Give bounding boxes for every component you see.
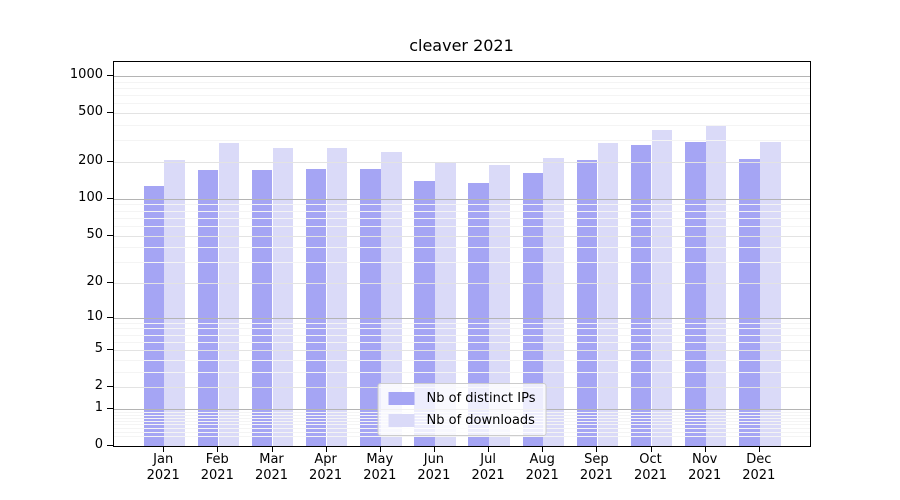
bar-distinct-ips-dec — [739, 158, 760, 446]
x-tick-label-jun: Jun 2021 — [417, 452, 451, 483]
bar-downloads-apr — [326, 147, 348, 446]
x-tick-label-sep: Sep 2021 — [579, 452, 613, 483]
x-tick-jul — [488, 446, 490, 452]
plot-area: Nb of distinct IPs Nb of downloads — [113, 61, 811, 447]
x-tick-may — [379, 446, 381, 452]
y-tick-1000 — [107, 75, 113, 76]
y-tick-2 — [107, 386, 113, 388]
bar-downloads-nov — [705, 125, 727, 446]
y-tick-100 — [107, 197, 113, 199]
bar-distinct-ips-aug — [522, 173, 543, 446]
y-tick-label-500: 500 — [78, 104, 103, 120]
bar-distinct-ips-feb — [197, 169, 219, 446]
legend-swatch-downloads — [388, 414, 415, 427]
legend-item-distinct-ips: Nb of distinct IPs — [388, 391, 536, 406]
bar-distinct-ips-may — [360, 169, 381, 446]
y-tick-label-200: 200 — [78, 153, 103, 168]
x-tick-label-dec: Dec 2021 — [742, 452, 776, 483]
x-tick-label-oct: Oct 2021 — [633, 452, 668, 483]
x-tick-apr — [325, 446, 327, 452]
x-tick-label-jan: Jan 2021 — [146, 452, 180, 483]
bar-downloads-sep — [597, 142, 619, 446]
legend: Nb of distinct IPs Nb of downloads — [377, 383, 547, 436]
x-tick-dec — [758, 446, 760, 452]
chart-title: cleaver 2021 — [409, 36, 514, 55]
bar-downloads-dec — [760, 142, 781, 446]
bar-distinct-ips-nov — [685, 142, 706, 446]
y-tick-200 — [107, 161, 113, 162]
x-tick-label-mar: Mar 2021 — [254, 452, 289, 483]
y-tick-label-100: 100 — [78, 189, 103, 205]
legend-label-downloads: Nb of downloads — [426, 413, 535, 428]
x-tick-label-jul: Jul 2021 — [471, 452, 505, 483]
y-tick-label-2: 2 — [94, 378, 103, 394]
x-tick-jan — [163, 446, 165, 452]
legend-item-downloads: Nb of downloads — [388, 413, 536, 428]
y-tick-50 — [107, 234, 113, 236]
bar-downloads-feb — [218, 142, 239, 446]
x-tick-mar — [271, 446, 273, 452]
y-tick-label-0: 0 — [94, 437, 103, 452]
x-tick-label-nov: Nov 2021 — [688, 452, 722, 483]
x-tick-label-feb: Feb 2021 — [200, 452, 234, 483]
x-tick-feb — [217, 446, 219, 452]
y-tick-label-1: 1 — [94, 399, 103, 415]
x-tick-label-aug: Aug 2021 — [525, 452, 559, 483]
bar-downloads-jan — [164, 160, 185, 446]
x-tick-aug — [542, 446, 544, 452]
bar-downloads-aug — [543, 157, 564, 446]
y-tick-500 — [107, 112, 113, 114]
bar-downloads-jul — [489, 164, 510, 446]
legend-swatch-distinct-ips — [388, 392, 415, 405]
bar-distinct-ips-jul — [468, 182, 489, 446]
bar-downloads-oct — [651, 130, 673, 446]
x-tick-nov — [704, 446, 706, 452]
y-tick-label-1000: 1000 — [69, 67, 103, 82]
x-tick-sep — [596, 446, 598, 452]
y-tick-0 — [107, 445, 113, 446]
x-tick-oct — [650, 446, 652, 452]
bar-distinct-ips-apr — [305, 168, 327, 446]
y-tick-label-5: 5 — [94, 341, 103, 357]
y-tick-5 — [107, 349, 113, 351]
bar-downloads-jun — [435, 163, 456, 446]
legend-label-distinct-ips: Nb of distinct IPs — [426, 391, 536, 406]
bar-distinct-ips-oct — [630, 144, 652, 446]
y-tick-20 — [107, 282, 113, 283]
x-tick-label-may: May 2021 — [363, 452, 397, 483]
bar-distinct-ips-mar — [251, 170, 273, 446]
bar-distinct-ips-jan — [143, 185, 164, 446]
bar-downloads-mar — [272, 147, 294, 446]
y-tick-label-50: 50 — [86, 226, 103, 242]
bar-distinct-ips-sep — [576, 160, 598, 446]
x-tick-label-apr: Apr 2021 — [309, 452, 343, 483]
y-tick-label-20: 20 — [86, 274, 103, 289]
y-tick-label-10: 10 — [86, 308, 103, 324]
y-tick-1 — [107, 407, 113, 409]
bar-distinct-ips-jun — [414, 180, 435, 446]
y-tick-10 — [107, 316, 113, 318]
x-tick-jun — [433, 446, 435, 452]
